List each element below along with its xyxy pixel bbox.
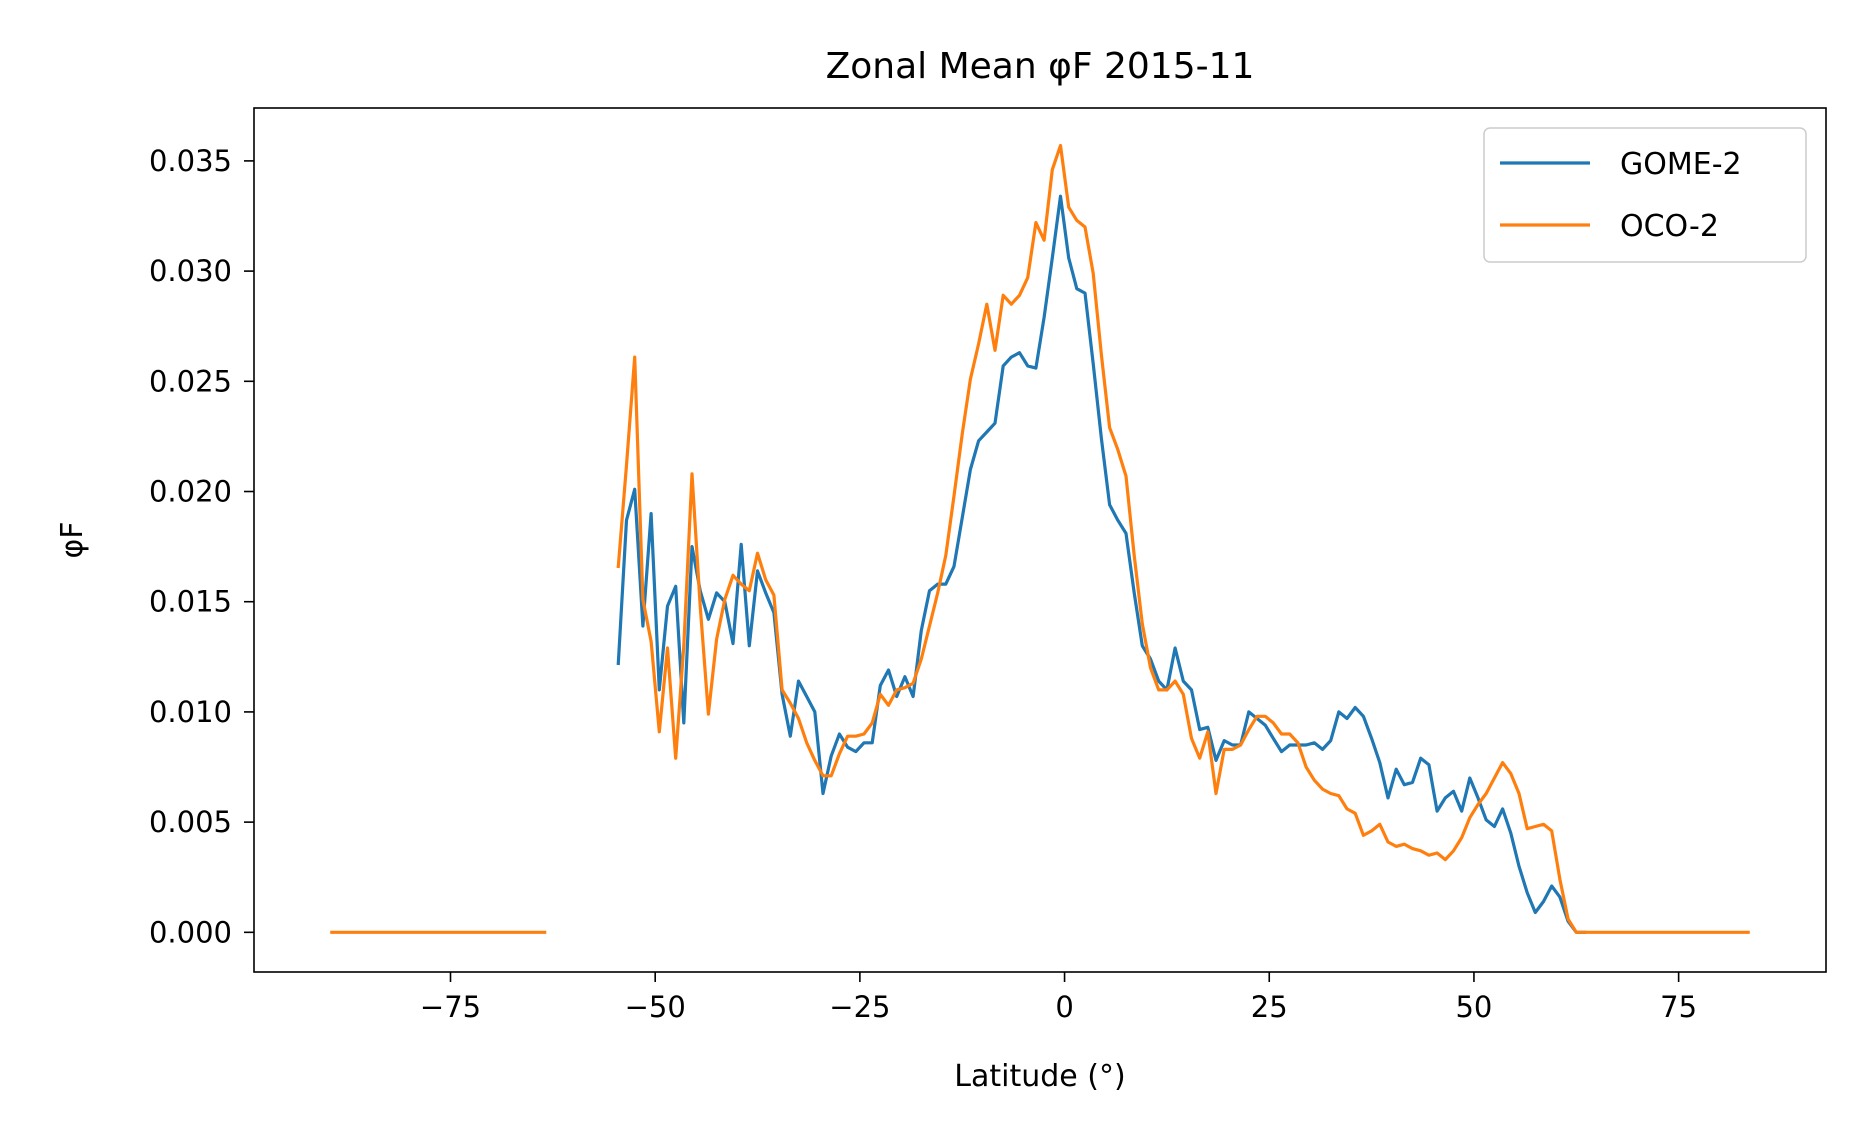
legend: GOME-2 OCO-2 bbox=[1483, 127, 1807, 263]
y-tick-label: 0.035 bbox=[149, 144, 232, 178]
y-axis-label: φF bbox=[55, 521, 90, 558]
series-line-oco-2-segment-2 bbox=[616, 143, 1750, 934]
y-axis: 0.000 0.005 0.010 0.015 0.020 0.025 0.030 0.035 bbox=[149, 144, 254, 949]
x-axis-label: Latitude (°) bbox=[954, 1059, 1125, 1094]
x-tick-label: −25 bbox=[829, 990, 890, 1024]
x-axis: −75 −50 −25 0 25 50 75 bbox=[420, 972, 1697, 1024]
y-tick-label: 0.025 bbox=[149, 364, 232, 398]
y-tick-label: 0.010 bbox=[149, 695, 232, 729]
x-tick-label: −50 bbox=[625, 990, 686, 1024]
x-tick-label: 0 bbox=[1055, 990, 1073, 1024]
y-tick-label: 0.015 bbox=[149, 585, 232, 619]
x-tick-label: 50 bbox=[1455, 990, 1492, 1024]
series-lines bbox=[330, 143, 1750, 934]
y-tick-label: 0.000 bbox=[149, 915, 232, 949]
y-tick-label: 0.020 bbox=[149, 475, 232, 509]
y-tick-label: 0.030 bbox=[149, 254, 232, 288]
chart-title: Zonal Mean φF 2015-11 bbox=[826, 46, 1255, 87]
y-tick-label: 0.005 bbox=[149, 805, 232, 839]
x-tick-label: 25 bbox=[1251, 990, 1288, 1024]
legend-label-oco-2: OCO-2 bbox=[1620, 209, 1719, 244]
legend-label-gome-2: GOME-2 bbox=[1620, 147, 1742, 182]
plot-area bbox=[253, 107, 1827, 973]
x-tick-label: −75 bbox=[420, 990, 481, 1024]
axes-frame bbox=[253, 107, 1827, 973]
x-tick-label: 75 bbox=[1660, 990, 1697, 1024]
